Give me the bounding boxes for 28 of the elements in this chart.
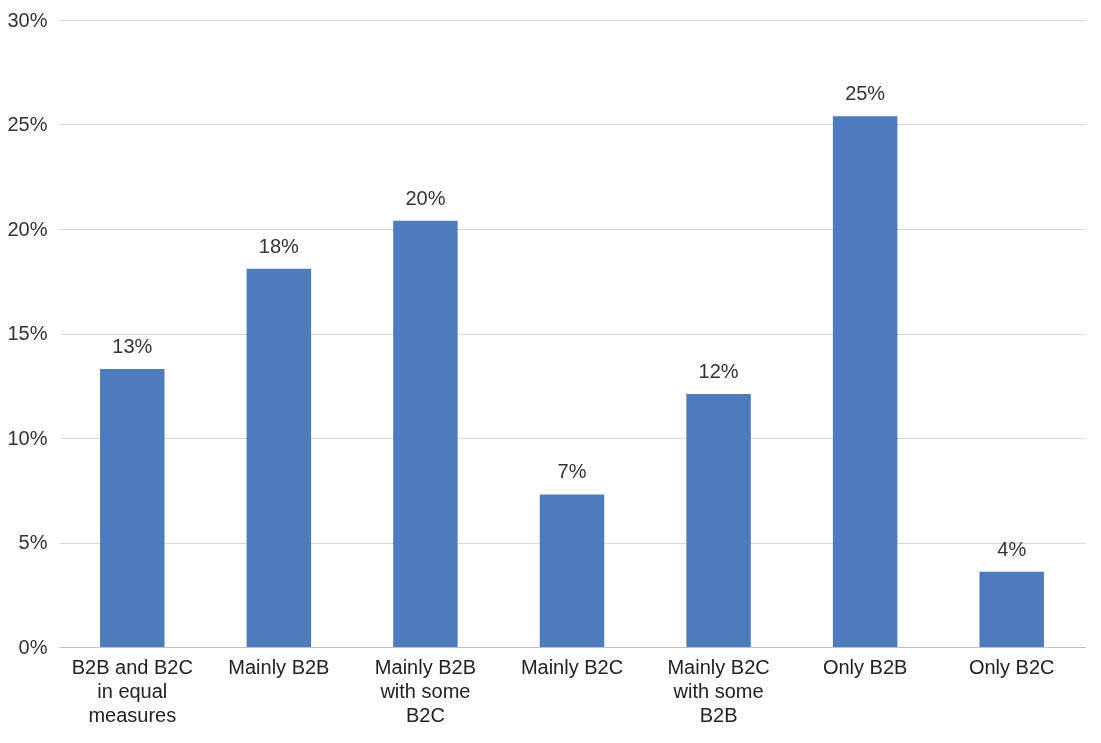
- x-tick-label: Only B2B: [822, 655, 908, 678]
- x-tick-label: Mainly B2C with some B2B: [667, 655, 770, 726]
- bar: [539, 494, 605, 647]
- data-label: 12%: [698, 360, 739, 383]
- bar: [832, 116, 898, 647]
- x-tick-label: Only B2C: [968, 655, 1055, 678]
- data-label: 25%: [845, 82, 886, 105]
- data-label: 18%: [258, 234, 300, 257]
- x-tick-label: Mainly B2B with some B2C: [374, 655, 477, 726]
- y-tick-label: 30%: [7, 8, 48, 31]
- y-tick-label: 15%: [7, 322, 48, 344]
- bar: [100, 369, 165, 647]
- y-tick-label: 20%: [7, 217, 48, 240]
- y-tick-label: 0%: [18, 635, 48, 658]
- x-tick-label: Mainly B2C: [520, 655, 624, 678]
- bar: [979, 571, 1044, 647]
- bar: [246, 268, 312, 647]
- data-label: 7%: [557, 460, 587, 483]
- x-tick-label: B2B and B2C in equal measures: [71, 655, 193, 726]
- bar: [686, 394, 751, 647]
- data-label: 20%: [405, 186, 446, 209]
- bar: [393, 220, 458, 647]
- y-tick-label: 5%: [18, 531, 48, 553]
- y-tick-label: 25%: [7, 113, 48, 135]
- x-tick-label: Mainly B2B: [228, 655, 330, 678]
- data-label: 4%: [997, 537, 1027, 560]
- y-tick-label: 10%: [7, 426, 48, 449]
- data-label: 13%: [112, 335, 153, 358]
